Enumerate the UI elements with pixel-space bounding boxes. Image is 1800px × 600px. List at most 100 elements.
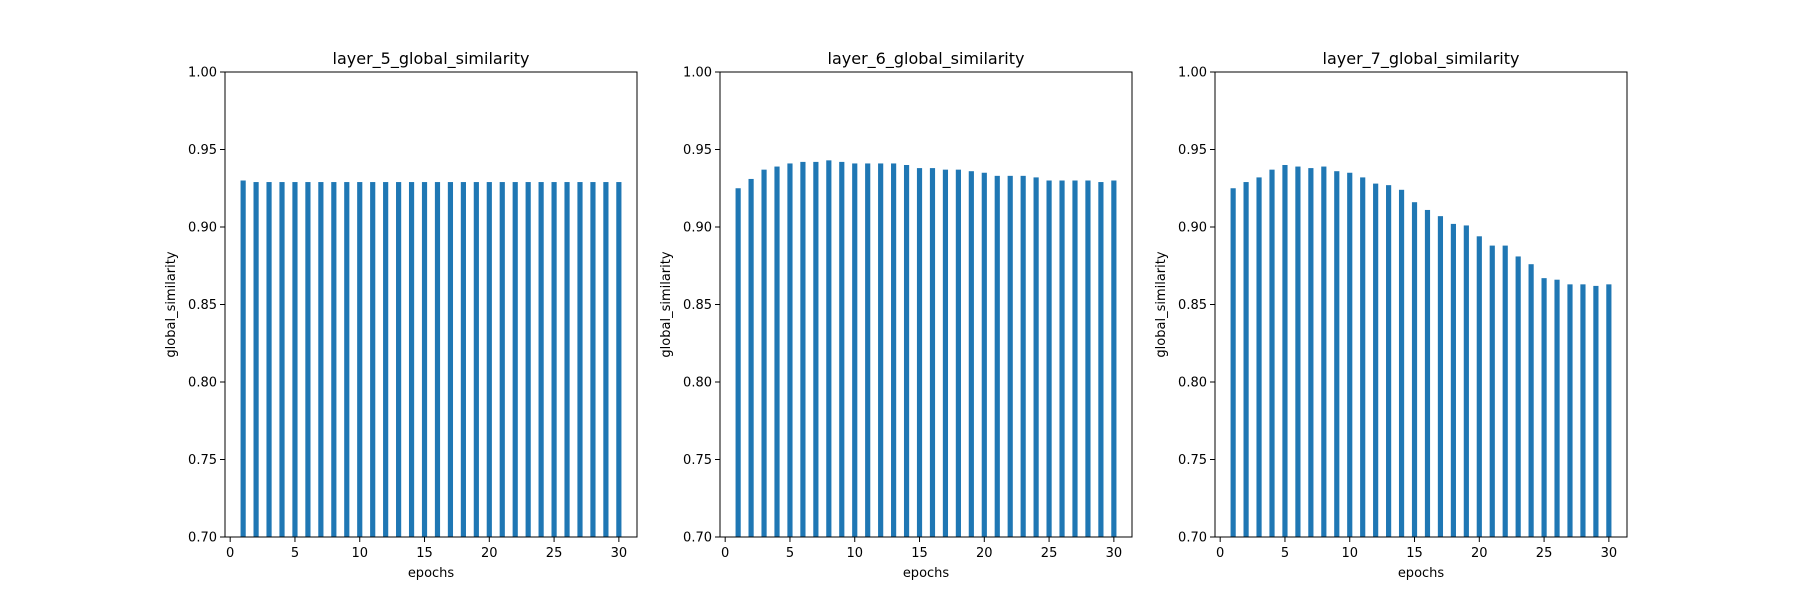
y-tick-label: 0.80 [188, 376, 217, 391]
bar-epoch-29 [1593, 285, 1599, 537]
x-tick-label: 5 [786, 546, 794, 561]
y-tick-label: 0.80 [683, 376, 712, 391]
bar-epoch-5 [1282, 165, 1288, 537]
bar-epoch-18 [1450, 223, 1456, 537]
bar-epoch-9 [1334, 171, 1340, 537]
bar-epoch-21 [1489, 245, 1495, 537]
bar-epoch-15 [916, 168, 923, 537]
bar-epoch-6 [305, 182, 311, 538]
y-tick-label: 1.00 [683, 66, 712, 81]
bar-epoch-30 [1111, 180, 1117, 537]
bar-epoch-12 [1373, 183, 1379, 537]
x-tick-label: 0 [226, 546, 234, 561]
bar-epoch-23 [1020, 175, 1026, 537]
y-tick-label: 0.95 [188, 143, 217, 158]
x-tick-label: 20 [481, 546, 498, 561]
bar-epoch-19 [473, 182, 479, 538]
bar-epoch-13 [891, 163, 897, 537]
bar-epoch-30 [1606, 284, 1612, 537]
x-tick-label: 25 [1536, 546, 1553, 561]
bar-epoch-4 [279, 182, 285, 538]
bar-epoch-26 [564, 182, 570, 538]
x-tick-label: 0 [721, 546, 729, 561]
bar-epoch-11 [1360, 177, 1366, 537]
bar-epoch-2 [253, 182, 259, 538]
bar-epoch-20 [981, 172, 987, 537]
bars [240, 180, 622, 538]
bar-epoch-26 [1554, 279, 1560, 537]
bar-epoch-24 [1033, 177, 1039, 537]
bar-epoch-14 [1398, 189, 1405, 538]
bar-epoch-2 [1243, 182, 1249, 538]
bar-epoch-16 [929, 168, 936, 537]
y-axis-label: global_similarity [1154, 251, 1169, 357]
bar-epoch-9 [839, 161, 845, 537]
bar-epoch-26 [1059, 180, 1065, 537]
plot-frame [224, 71, 638, 538]
chart-title: layer_5_global_similarity [333, 49, 530, 69]
bar-epoch-17 [942, 169, 949, 537]
plot-frame [719, 71, 1133, 538]
bar-epoch-14 [408, 182, 415, 538]
y-tick-label: 0.90 [683, 221, 712, 236]
x-tick-label: 30 [1601, 546, 1618, 561]
x-tick-label: 20 [976, 546, 993, 561]
x-tick-label: 30 [611, 546, 628, 561]
y-tick-label: 0.75 [188, 453, 217, 468]
bar-epoch-1 [240, 180, 246, 537]
bar-epoch-12 [878, 163, 884, 537]
y-axis-label: global_similarity [164, 251, 179, 357]
x-tick-label: 25 [1041, 546, 1058, 561]
y-tick-label: 0.95 [1178, 143, 1207, 158]
bar-epoch-29 [1098, 182, 1104, 538]
bar-epoch-17 [447, 182, 454, 538]
x-tick-label: 15 [416, 546, 433, 561]
y-tick-label: 1.00 [188, 66, 217, 81]
bar-epoch-13 [396, 182, 402, 538]
bar-epoch-25 [1541, 278, 1547, 537]
bar-epoch-16 [434, 182, 441, 538]
y-tick-label: 0.90 [188, 221, 217, 236]
bar-epoch-8 [826, 160, 832, 537]
bar-epoch-30 [616, 182, 622, 538]
bar-epoch-24 [538, 182, 544, 538]
y-tick-label: 0.75 [1178, 453, 1207, 468]
y-axis-label: global_similarity [659, 251, 674, 357]
y-tick-label: 1.00 [1178, 66, 1207, 81]
x-axis-label: epochs [408, 566, 455, 581]
bar-epoch-3 [266, 182, 272, 538]
bars [735, 160, 1117, 538]
bar-epoch-13 [1386, 185, 1392, 537]
bar-epoch-28 [1580, 284, 1586, 537]
bar-epoch-24 [1528, 264, 1534, 537]
subplot-2: 0 5 10 15 20 25 30 0.70 0.75 0.80 0.85 0.90 0.95 1.00… [659, 49, 1133, 581]
bar-epoch-7 [813, 161, 819, 537]
bar-epoch-12 [383, 182, 389, 538]
bar-epoch-20 [486, 182, 492, 538]
bar-epoch-23 [525, 182, 531, 538]
bar-epoch-3 [1256, 177, 1262, 537]
x-tick-label: 30 [1106, 546, 1123, 561]
bar-epoch-16 [1424, 209, 1431, 537]
x-tick-label: 0 [1216, 546, 1224, 561]
bar-epoch-5 [292, 182, 298, 538]
bar-epoch-6 [800, 161, 806, 537]
bar-epoch-8 [331, 182, 337, 538]
bar-epoch-22 [512, 182, 518, 538]
bar-epoch-27 [1567, 284, 1573, 537]
subplot-1: 0 5 10 15 20 25 30 0.70 0.75 0.80 0.85 0.90 0.95 1.00… [164, 49, 638, 581]
bar-epoch-11 [370, 182, 376, 538]
bar-epoch-19 [1463, 225, 1469, 537]
bar-epoch-1 [735, 188, 741, 537]
chart-title: layer_6_global_similarity [828, 49, 1025, 69]
bar-epoch-10 [357, 182, 363, 538]
bar-epoch-25 [551, 182, 557, 538]
x-tick-label: 15 [911, 546, 928, 561]
bar-epoch-10 [1347, 172, 1353, 537]
bar-epoch-28 [1085, 180, 1091, 537]
bar-epoch-15 [1411, 202, 1418, 537]
bar-epoch-18 [955, 169, 961, 537]
chart-title: layer_7_global_similarity [1323, 49, 1520, 69]
bar-epoch-4 [774, 166, 780, 538]
